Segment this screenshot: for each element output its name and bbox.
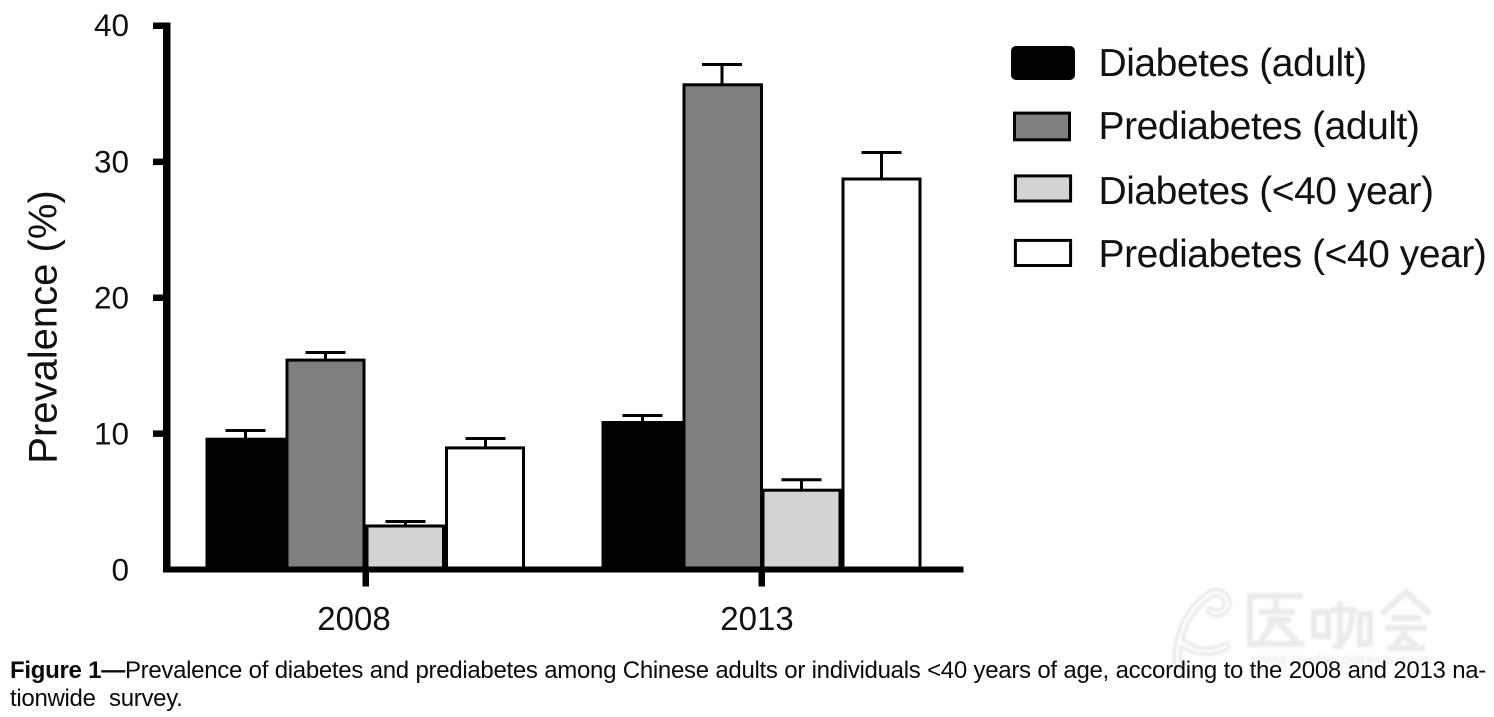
svg-text:www.mediecogroup.com: www.mediecogroup.com (1251, 651, 1429, 668)
svg-text:20: 20 (94, 280, 129, 316)
svg-text:Diabetes (<40 year): Diabetes (<40 year) (1099, 170, 1434, 213)
svg-text:0: 0 (111, 551, 129, 587)
svg-text:10: 10 (94, 416, 129, 452)
svg-text:2013: 2013 (720, 600, 793, 637)
svg-text:40: 40 (94, 7, 129, 43)
svg-text:Prediabetes (<40 year): Prediabetes (<40 year) (1099, 233, 1487, 276)
svg-text:Prediabetes (adult): Prediabetes (adult) (1099, 105, 1420, 148)
svg-text:Diabetes (adult): Diabetes (adult) (1099, 42, 1367, 85)
svg-text:Prevalence (%): Prevalence (%) (22, 190, 66, 463)
svg-text:2008: 2008 (317, 600, 390, 637)
svg-text:30: 30 (94, 144, 129, 180)
